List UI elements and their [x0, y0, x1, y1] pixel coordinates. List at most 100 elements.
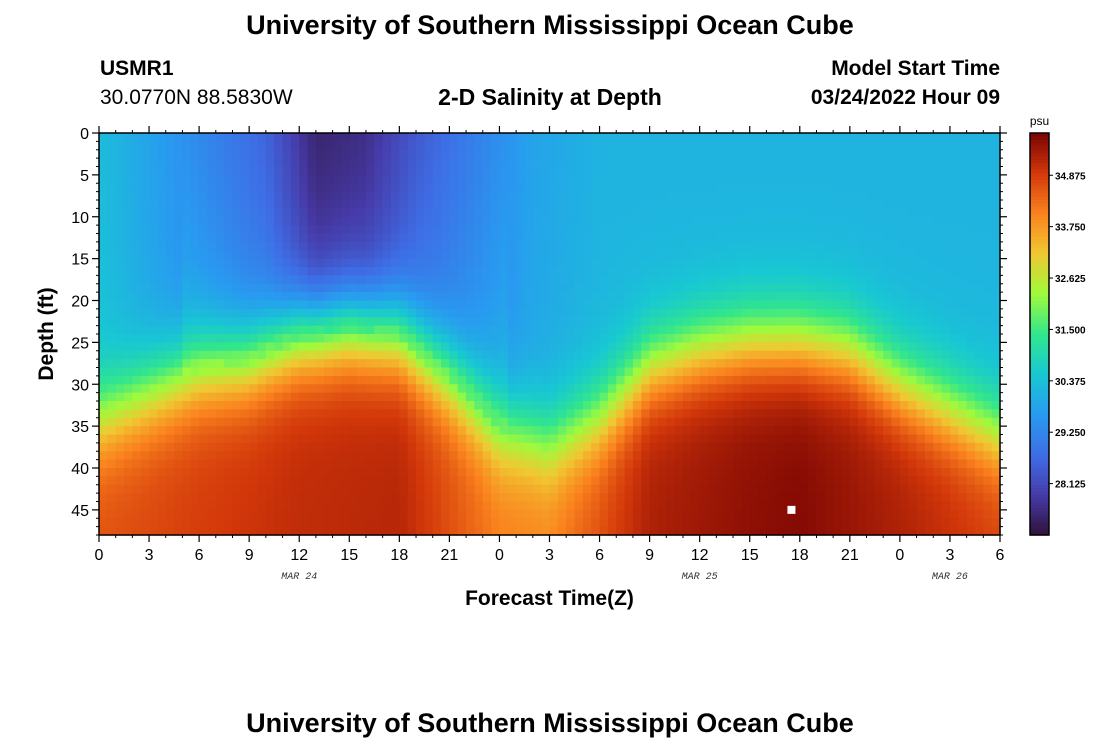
- heatmap-cell: [899, 468, 909, 477]
- heatmap-cell: [899, 518, 909, 528]
- heatmap-cell: [791, 275, 801, 285]
- heatmap-cell: [924, 484, 934, 494]
- heatmap-cell: [199, 325, 209, 335]
- heatmap-cell: [441, 216, 450, 226]
- heatmap-cell: [741, 484, 751, 494]
- heatmap-cell: [290, 451, 300, 461]
- heatmap-cell: [516, 200, 526, 209]
- heatmap-cell: [783, 174, 793, 184]
- heatmap-cell: [791, 501, 801, 511]
- heatmap-cell: [682, 275, 692, 285]
- heatmap-cell: [524, 258, 534, 268]
- heatmap-cell: [582, 334, 592, 343]
- heatmap-cell: [549, 267, 559, 276]
- heatmap-cell: [257, 350, 267, 360]
- heatmap-cell: [674, 434, 684, 444]
- heatmap-cell: [157, 334, 167, 343]
- heatmap-cell: [874, 401, 884, 410]
- heatmap-cell: [549, 509, 559, 519]
- heatmap-cell: [574, 493, 584, 503]
- heatmap-cell: [165, 426, 175, 436]
- heatmap-cell: [307, 258, 317, 268]
- heatmap-cell: [849, 417, 859, 427]
- heatmap-cell: [549, 183, 559, 193]
- heatmap-cell: [374, 233, 384, 243]
- heatmap-cell: [808, 200, 818, 209]
- heatmap-cell: [808, 401, 818, 410]
- heatmap-cell: [883, 451, 893, 461]
- heatmap-cell: [591, 518, 601, 528]
- heatmap-cell: [833, 518, 843, 528]
- heatmap-cell: [491, 493, 501, 503]
- heatmap-cell: [758, 484, 767, 494]
- heatmap-cell: [399, 166, 409, 176]
- heatmap-cell: [657, 183, 667, 193]
- heatmap-cell: [482, 392, 492, 402]
- heatmap-cell: [157, 325, 167, 335]
- heatmap-cell: [808, 191, 818, 201]
- heatmap-cell: [466, 451, 476, 461]
- heatmap-cell: [307, 275, 317, 285]
- heatmap-cell: [874, 225, 884, 235]
- heatmap-cell: [282, 166, 292, 176]
- heatmap-cell: [324, 459, 334, 469]
- heatmap-cell: [340, 409, 350, 419]
- heatmap-cell: [958, 133, 968, 142]
- heatmap-cell: [324, 509, 334, 519]
- heatmap-cell: [340, 208, 350, 218]
- heatmap-cell: [682, 141, 692, 151]
- heatmap-cell: [224, 233, 234, 243]
- heatmap-cell: [874, 141, 884, 151]
- heatmap-cell: [524, 493, 534, 503]
- heatmap-cell: [941, 401, 951, 410]
- heatmap-cell: [541, 426, 551, 436]
- heatmap-cell: [891, 183, 901, 193]
- heatmap-cell: [791, 174, 801, 184]
- heatmap-cell: [499, 518, 509, 528]
- heatmap-cell: [424, 476, 434, 486]
- heatmap-cell: [224, 317, 234, 327]
- heatmap-cell: [265, 342, 275, 352]
- heatmap-cell: [265, 501, 275, 511]
- heatmap-cell: [215, 409, 225, 419]
- heatmap-cell: [899, 501, 909, 511]
- heatmap-cell: [532, 200, 542, 209]
- heatmap-cell: [691, 225, 701, 235]
- heatmap-cell: [449, 258, 459, 268]
- heatmap-cell: [315, 308, 325, 318]
- heatmap-cell: [641, 141, 651, 151]
- heatmap-cell: [616, 384, 626, 394]
- heatmap-cell: [766, 292, 776, 302]
- heatmap-cell: [574, 426, 584, 436]
- heatmap-cell: [766, 526, 776, 536]
- heatmap-cell: [849, 300, 859, 310]
- heatmap-cell: [791, 392, 801, 402]
- heatmap-cell: [808, 367, 818, 377]
- heatmap-cell: [124, 392, 133, 402]
- heatmap-cell: [749, 350, 759, 360]
- heatmap-cell: [482, 191, 492, 201]
- heatmap-cell: [649, 526, 659, 536]
- heatmap-cell: [324, 468, 334, 477]
- heatmap-cell: [249, 225, 259, 235]
- heatmap-cell: [741, 509, 751, 519]
- heatmap-cell: [908, 526, 918, 536]
- heatmap-cell: [441, 342, 450, 352]
- heatmap-cell: [741, 367, 751, 377]
- heatmap-cell: [324, 216, 334, 226]
- heatmap-cell: [774, 476, 784, 486]
- heatmap-cell: [340, 191, 350, 201]
- heatmap-cell: [516, 208, 526, 218]
- heatmap-cell: [874, 350, 884, 360]
- heatmap-cell: [716, 493, 726, 503]
- heatmap-cell: [424, 183, 434, 193]
- heatmap-cell: [632, 426, 642, 436]
- heatmap-cell: [382, 158, 392, 168]
- heatmap-cell: [874, 191, 884, 201]
- heatmap-cell: [182, 200, 192, 209]
- heatmap-cell: [390, 484, 400, 494]
- heatmap-cell: [290, 342, 300, 352]
- heatmap-cell: [107, 200, 117, 209]
- heatmap-cell: [107, 292, 117, 302]
- heatmap-cell: [349, 409, 359, 419]
